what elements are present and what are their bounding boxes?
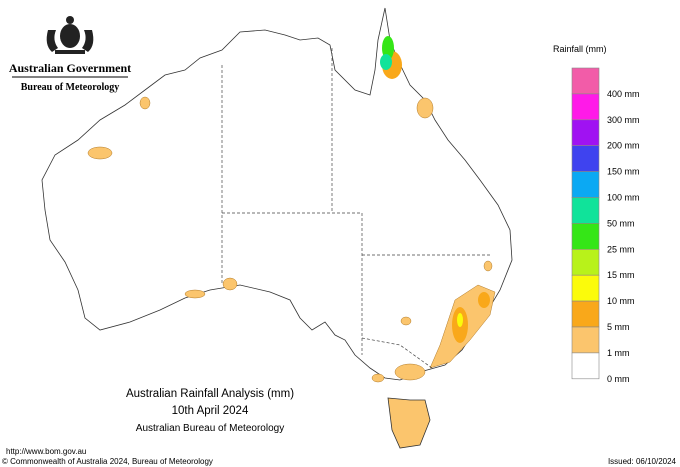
legend-label: 400 mm xyxy=(607,89,640,99)
legend-label: 15 mm xyxy=(607,270,635,280)
footer-copyright: © Commonwealth of Australia 2024, Bureau… xyxy=(2,457,213,466)
map-source: Australian Bureau of Meteorology xyxy=(136,423,284,434)
legend-swatch xyxy=(571,171,600,198)
legend-label: 50 mm xyxy=(607,218,635,228)
legend-swatch xyxy=(571,93,600,121)
legend-label: 25 mm xyxy=(607,244,635,254)
legend-swatch xyxy=(571,300,600,328)
agency-name: Bureau of Meteorology xyxy=(21,82,120,93)
government-name: Australian Government xyxy=(9,61,131,75)
australia-map xyxy=(41,7,513,449)
legend-label: 0 mm xyxy=(607,374,630,384)
legend-label: 10 mm xyxy=(607,296,635,306)
legend-swatch xyxy=(571,274,600,302)
coat-of-arms xyxy=(46,16,94,54)
legend-swatch xyxy=(571,197,600,224)
legend-swatch xyxy=(571,223,600,250)
legend-label: 1 mm xyxy=(607,348,630,358)
map-date: 10th April 2024 xyxy=(172,405,249,417)
legend-swatch xyxy=(571,249,600,276)
footer-url: http://www.bom.gov.au xyxy=(6,447,86,456)
legend-swatch xyxy=(571,119,600,147)
legend: 400 mm 300 mm 200 mm 150 mm 100 mm 50 mm 25 mm… xyxy=(571,67,640,384)
legend-swatch xyxy=(571,352,600,380)
legend-swatch xyxy=(571,145,600,172)
footer-issued: Issued: 06/10/2024 xyxy=(608,457,677,466)
map-title: Australian Rainfall Analysis (mm) xyxy=(126,388,294,400)
legend-swatch xyxy=(571,67,600,95)
legend-label: 5 mm xyxy=(607,322,630,332)
legend-label: 200 mm xyxy=(607,141,640,151)
legend-label: 300 mm xyxy=(607,115,640,125)
legend-label: 150 mm xyxy=(607,167,640,177)
legend-title: Rainfall (mm) xyxy=(553,44,607,54)
legend-label: 100 mm xyxy=(607,193,640,203)
legend-swatch xyxy=(571,326,600,354)
